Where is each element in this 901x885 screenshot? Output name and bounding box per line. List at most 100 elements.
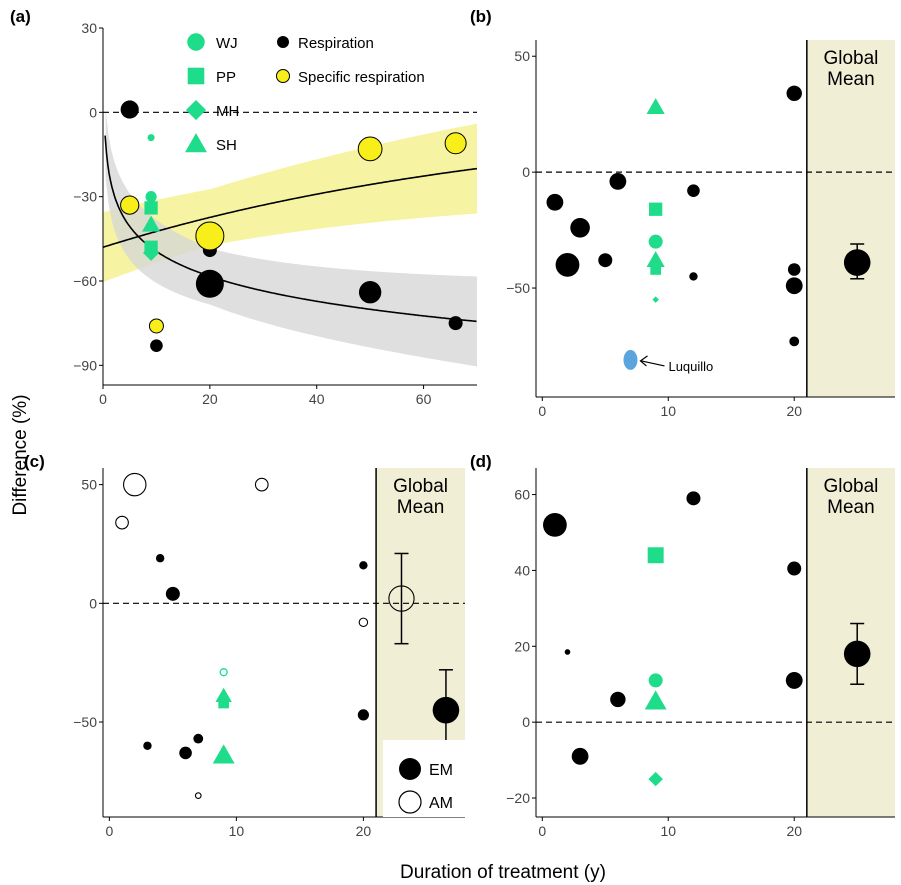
panel-a: −90 −60 −30 0 30 0 20 40 60 WJ PP MH SH Respiration Sp…	[10, 7, 477, 407]
site-point-square	[144, 201, 158, 215]
panel-a-y-tick-label: 0	[89, 104, 97, 120]
site-point-triangle	[644, 690, 667, 710]
respiration-point	[787, 263, 801, 276]
panel-a-y-tick-label: −90	[73, 357, 97, 373]
panel-d-global-label: Global	[823, 476, 878, 497]
panel-d-y-tick-label: −20	[506, 790, 530, 806]
respiration-point	[358, 281, 382, 304]
panel-c-y-tick-label: 50	[81, 477, 97, 493]
legend-label-sh: SH	[216, 137, 237, 154]
respiration-point	[787, 561, 802, 576]
panel-d-y-tick-label: 20	[514, 638, 530, 654]
respiration-fit-line	[104, 135, 477, 323]
em-point	[359, 561, 368, 570]
respiration-point	[546, 193, 564, 211]
respiration-point	[598, 253, 613, 268]
site-point-circle	[648, 673, 663, 688]
site-point-square	[218, 697, 229, 709]
panel-d-x-tick-label: 0	[538, 823, 546, 839]
legend-label-pp: PP	[216, 69, 236, 86]
panel-a-y-tick-label: −60	[73, 273, 97, 289]
panel-d-y-tick-label: 40	[514, 562, 530, 578]
panel-c-global-label: Global	[393, 476, 448, 497]
respiration-point	[571, 747, 589, 765]
am-point	[358, 617, 369, 628]
respiration-point	[689, 272, 698, 281]
panel-d-y-tick-label: 0	[522, 714, 530, 730]
respiration-point	[609, 173, 627, 190]
respiration-point	[120, 100, 139, 119]
legend-label-wj: WJ	[216, 35, 238, 52]
panel-d-x-tick-label: 20	[786, 823, 802, 839]
legend-label-specific-respiration: Specific respiration	[298, 69, 425, 86]
legend-label-em: EM	[429, 762, 453, 779]
panel-b-y-tick-label: −50	[506, 280, 530, 296]
site-point-diamond	[648, 771, 663, 787]
panel-b-x-tick-label: 10	[660, 403, 676, 419]
respiration-ci-band	[105, 108, 477, 367]
site-point-triangle	[212, 744, 235, 764]
em-point	[155, 554, 165, 563]
panel-c-x-tick-label: 20	[356, 823, 372, 839]
luquillo-label: Luquillo	[668, 359, 713, 374]
panel-b-x-tick-label: 0	[538, 403, 546, 419]
site-point-square	[647, 547, 664, 564]
respiration-point	[195, 269, 224, 298]
respiration-point	[555, 252, 580, 277]
panel-a-x-tick-label: 20	[202, 391, 218, 407]
site-point-diamond	[652, 296, 659, 303]
specific-respiration-ci-band	[103, 123, 477, 283]
am-point	[115, 515, 129, 530]
legend-marker-em	[399, 758, 421, 780]
respiration-point	[564, 649, 571, 655]
panel-d-y-tick-label: 60	[514, 487, 530, 503]
panel-c-panel-label: (c)	[24, 452, 45, 471]
panel-a-x-tick-label: 0	[99, 391, 107, 407]
luquillo-arrow	[641, 360, 665, 367]
legend-marker-wj	[187, 33, 205, 51]
legend-label-respiration: Respiration	[298, 35, 374, 52]
panel-d-panel-label: (d)	[470, 452, 492, 471]
panel-d-x-tick-label: 10	[660, 823, 676, 839]
x-axis-label: Duration of treatment (y)	[400, 862, 606, 883]
specific-respiration-point	[444, 132, 467, 155]
panel-b-y-tick-label: 50	[514, 48, 530, 64]
site-point-triangle	[646, 251, 665, 268]
site-point-triangle	[646, 98, 665, 115]
legend-marker-mh	[185, 99, 207, 121]
respiration-point	[570, 217, 590, 238]
respiration-point	[789, 336, 800, 347]
panel-a-y-tick-label: 30	[81, 20, 97, 36]
am-point	[254, 477, 269, 492]
panel-d-global-mean-point	[843, 640, 871, 668]
legend-label-am: AM	[429, 795, 453, 812]
em-point	[143, 741, 152, 750]
panel-a-y-tick-label: −30	[73, 189, 97, 205]
panel-b-global-label: Global	[823, 48, 878, 69]
panel-a-x-tick-label: 60	[416, 391, 432, 407]
specific-respiration-point	[195, 221, 225, 251]
panel-b-x-tick-label: 20	[786, 403, 802, 419]
em-point	[179, 746, 192, 760]
am-point	[194, 792, 202, 799]
legend-marker-sh	[185, 133, 207, 153]
luquillo-arrowhead	[639, 355, 648, 367]
y-axis-label: Difference (%)	[10, 394, 31, 515]
specific-respiration-point	[120, 195, 140, 215]
panel-b-panel-label: (b)	[470, 7, 492, 26]
respiration-point	[150, 339, 163, 352]
panel-c-am-global-mean-point	[388, 585, 415, 612]
panel-c-em-global-mean-point	[432, 696, 460, 724]
panel-b-global-mean-point	[843, 249, 871, 276]
legend-marker-pp	[187, 67, 205, 85]
panel-c-global-label: Mean	[397, 497, 445, 518]
em-point	[193, 733, 204, 744]
respiration-point	[785, 277, 803, 295]
legend-label-mh: MH	[216, 103, 239, 120]
respiration-point	[610, 691, 626, 708]
panel-c-x-tick-label: 0	[105, 823, 113, 839]
respiration-point	[542, 513, 567, 537]
